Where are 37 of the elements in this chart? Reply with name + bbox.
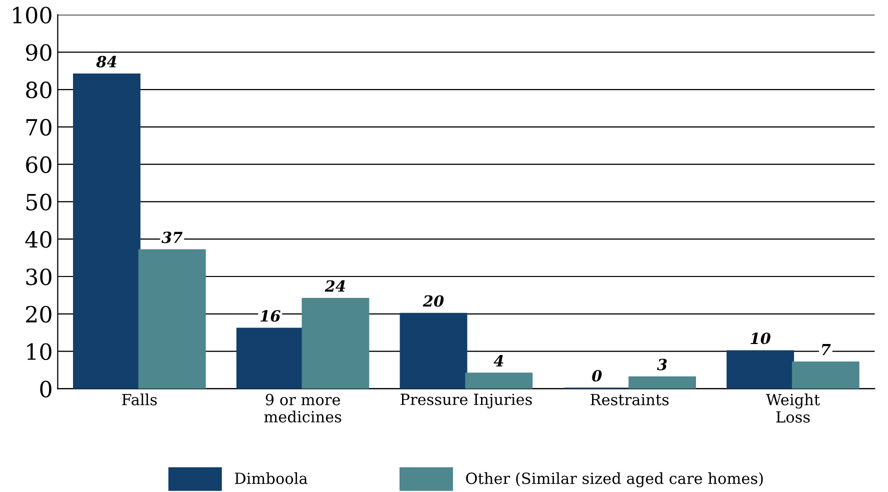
data-label: 37 (162, 232, 183, 244)
bar (465, 372, 533, 389)
y-tick-label: 90 (26, 44, 52, 61)
y-tick-label: 50 (26, 194, 52, 210)
y-tick-label: 40 (25, 231, 52, 248)
x-tick-label: 9 or more medicines (264, 394, 342, 422)
bar (138, 249, 206, 389)
legend-label: Dimboola (234, 472, 308, 484)
y-tick-label: 30 (26, 268, 52, 286)
legend-label: Other (Similar sized aged care homes) (466, 472, 763, 488)
bar (236, 328, 304, 389)
bar (302, 298, 370, 389)
y-tick-label: 10 (27, 343, 52, 360)
bar (73, 74, 140, 389)
y-tick-label: 20 (26, 306, 52, 323)
data-label: 84 (96, 56, 116, 68)
bar (726, 350, 794, 389)
x-tick-label: Falls (122, 394, 157, 406)
data-label: 0 (592, 370, 602, 382)
data-label: 7 (822, 344, 831, 356)
bar (628, 376, 696, 389)
data-label: 24 (324, 280, 346, 292)
data-label: 4 (494, 355, 504, 366)
x-tick-label: Restraints (590, 394, 669, 406)
x-tick-label: Weight Loss (766, 394, 820, 423)
x-tick-label: Pressure Injuries (400, 394, 532, 408)
y-tick-label: 70 (26, 118, 52, 136)
bar (400, 312, 468, 389)
y-tick-label: 100 (13, 6, 52, 24)
y-tick-label: 80 (26, 81, 52, 98)
data-label: 10 (750, 332, 770, 344)
bar (792, 361, 860, 389)
y-tick-label: 60 (26, 156, 52, 174)
y-tick-label: 0 (40, 380, 52, 398)
data-label: 20 (422, 295, 444, 307)
data-label: 16 (260, 310, 280, 322)
data-label: 3 (657, 358, 667, 370)
